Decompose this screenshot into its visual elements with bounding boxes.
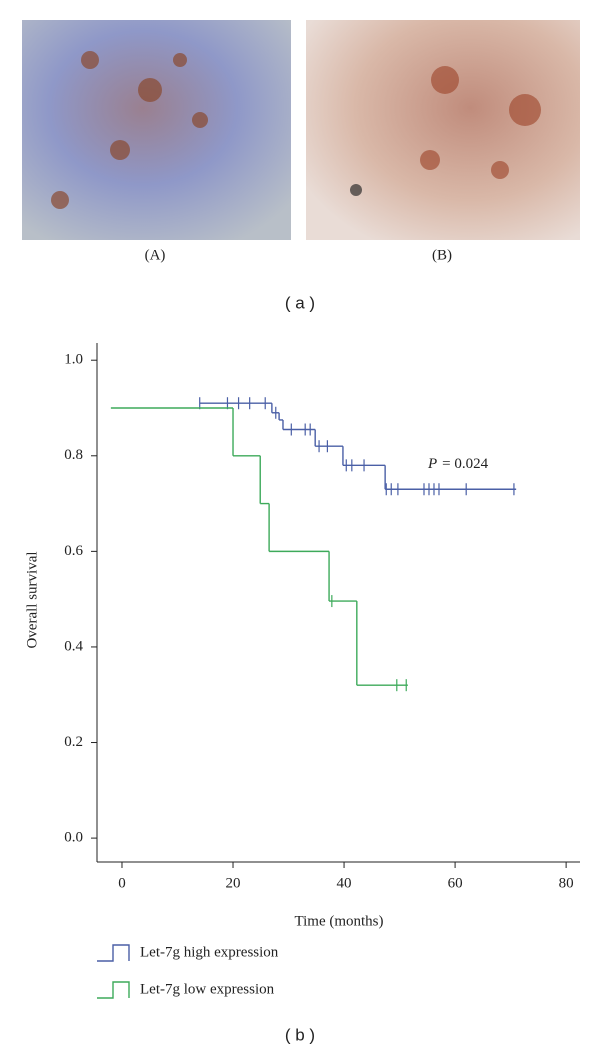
panel-label: (A) — [145, 247, 166, 263]
legend-swatch — [97, 944, 130, 962]
annotation: P = 0.024 — [427, 456, 489, 472]
y-tick-label: 1.0 — [64, 352, 83, 368]
x-tick-label: 20 — [226, 875, 241, 891]
x-tick-label: 0 — [118, 875, 126, 891]
y-tick-label: 0.6 — [64, 543, 83, 559]
legend-swatch — [97, 981, 130, 999]
y-tick-label: 0.4 — [64, 638, 83, 654]
y-tick-label: 0.0 — [64, 830, 83, 846]
x-axis-title: Time (months) — [294, 913, 383, 929]
caption: ( b ) — [285, 1025, 315, 1044]
legend-label: Let-7g low expression — [140, 981, 275, 997]
legend-label: Let-7g high expression — [140, 944, 279, 960]
x-tick-label: 60 — [448, 875, 463, 891]
x-tick-label: 40 — [337, 875, 352, 891]
y-tick-label: 0.8 — [64, 447, 83, 463]
y-tick-label: 0.2 — [64, 734, 83, 750]
micrograph-b — [306, 20, 580, 240]
x-tick-label: 80 — [559, 875, 574, 891]
y-axis-title: Overall survival — [24, 551, 40, 648]
panel-label: (B) — [432, 247, 452, 263]
annotation-symbol: P — [427, 456, 437, 472]
caption: ( a ) — [285, 293, 315, 312]
annotation-text: = 0.024 — [442, 456, 488, 472]
stain-spots — [350, 66, 541, 196]
stain-spots — [51, 51, 208, 209]
